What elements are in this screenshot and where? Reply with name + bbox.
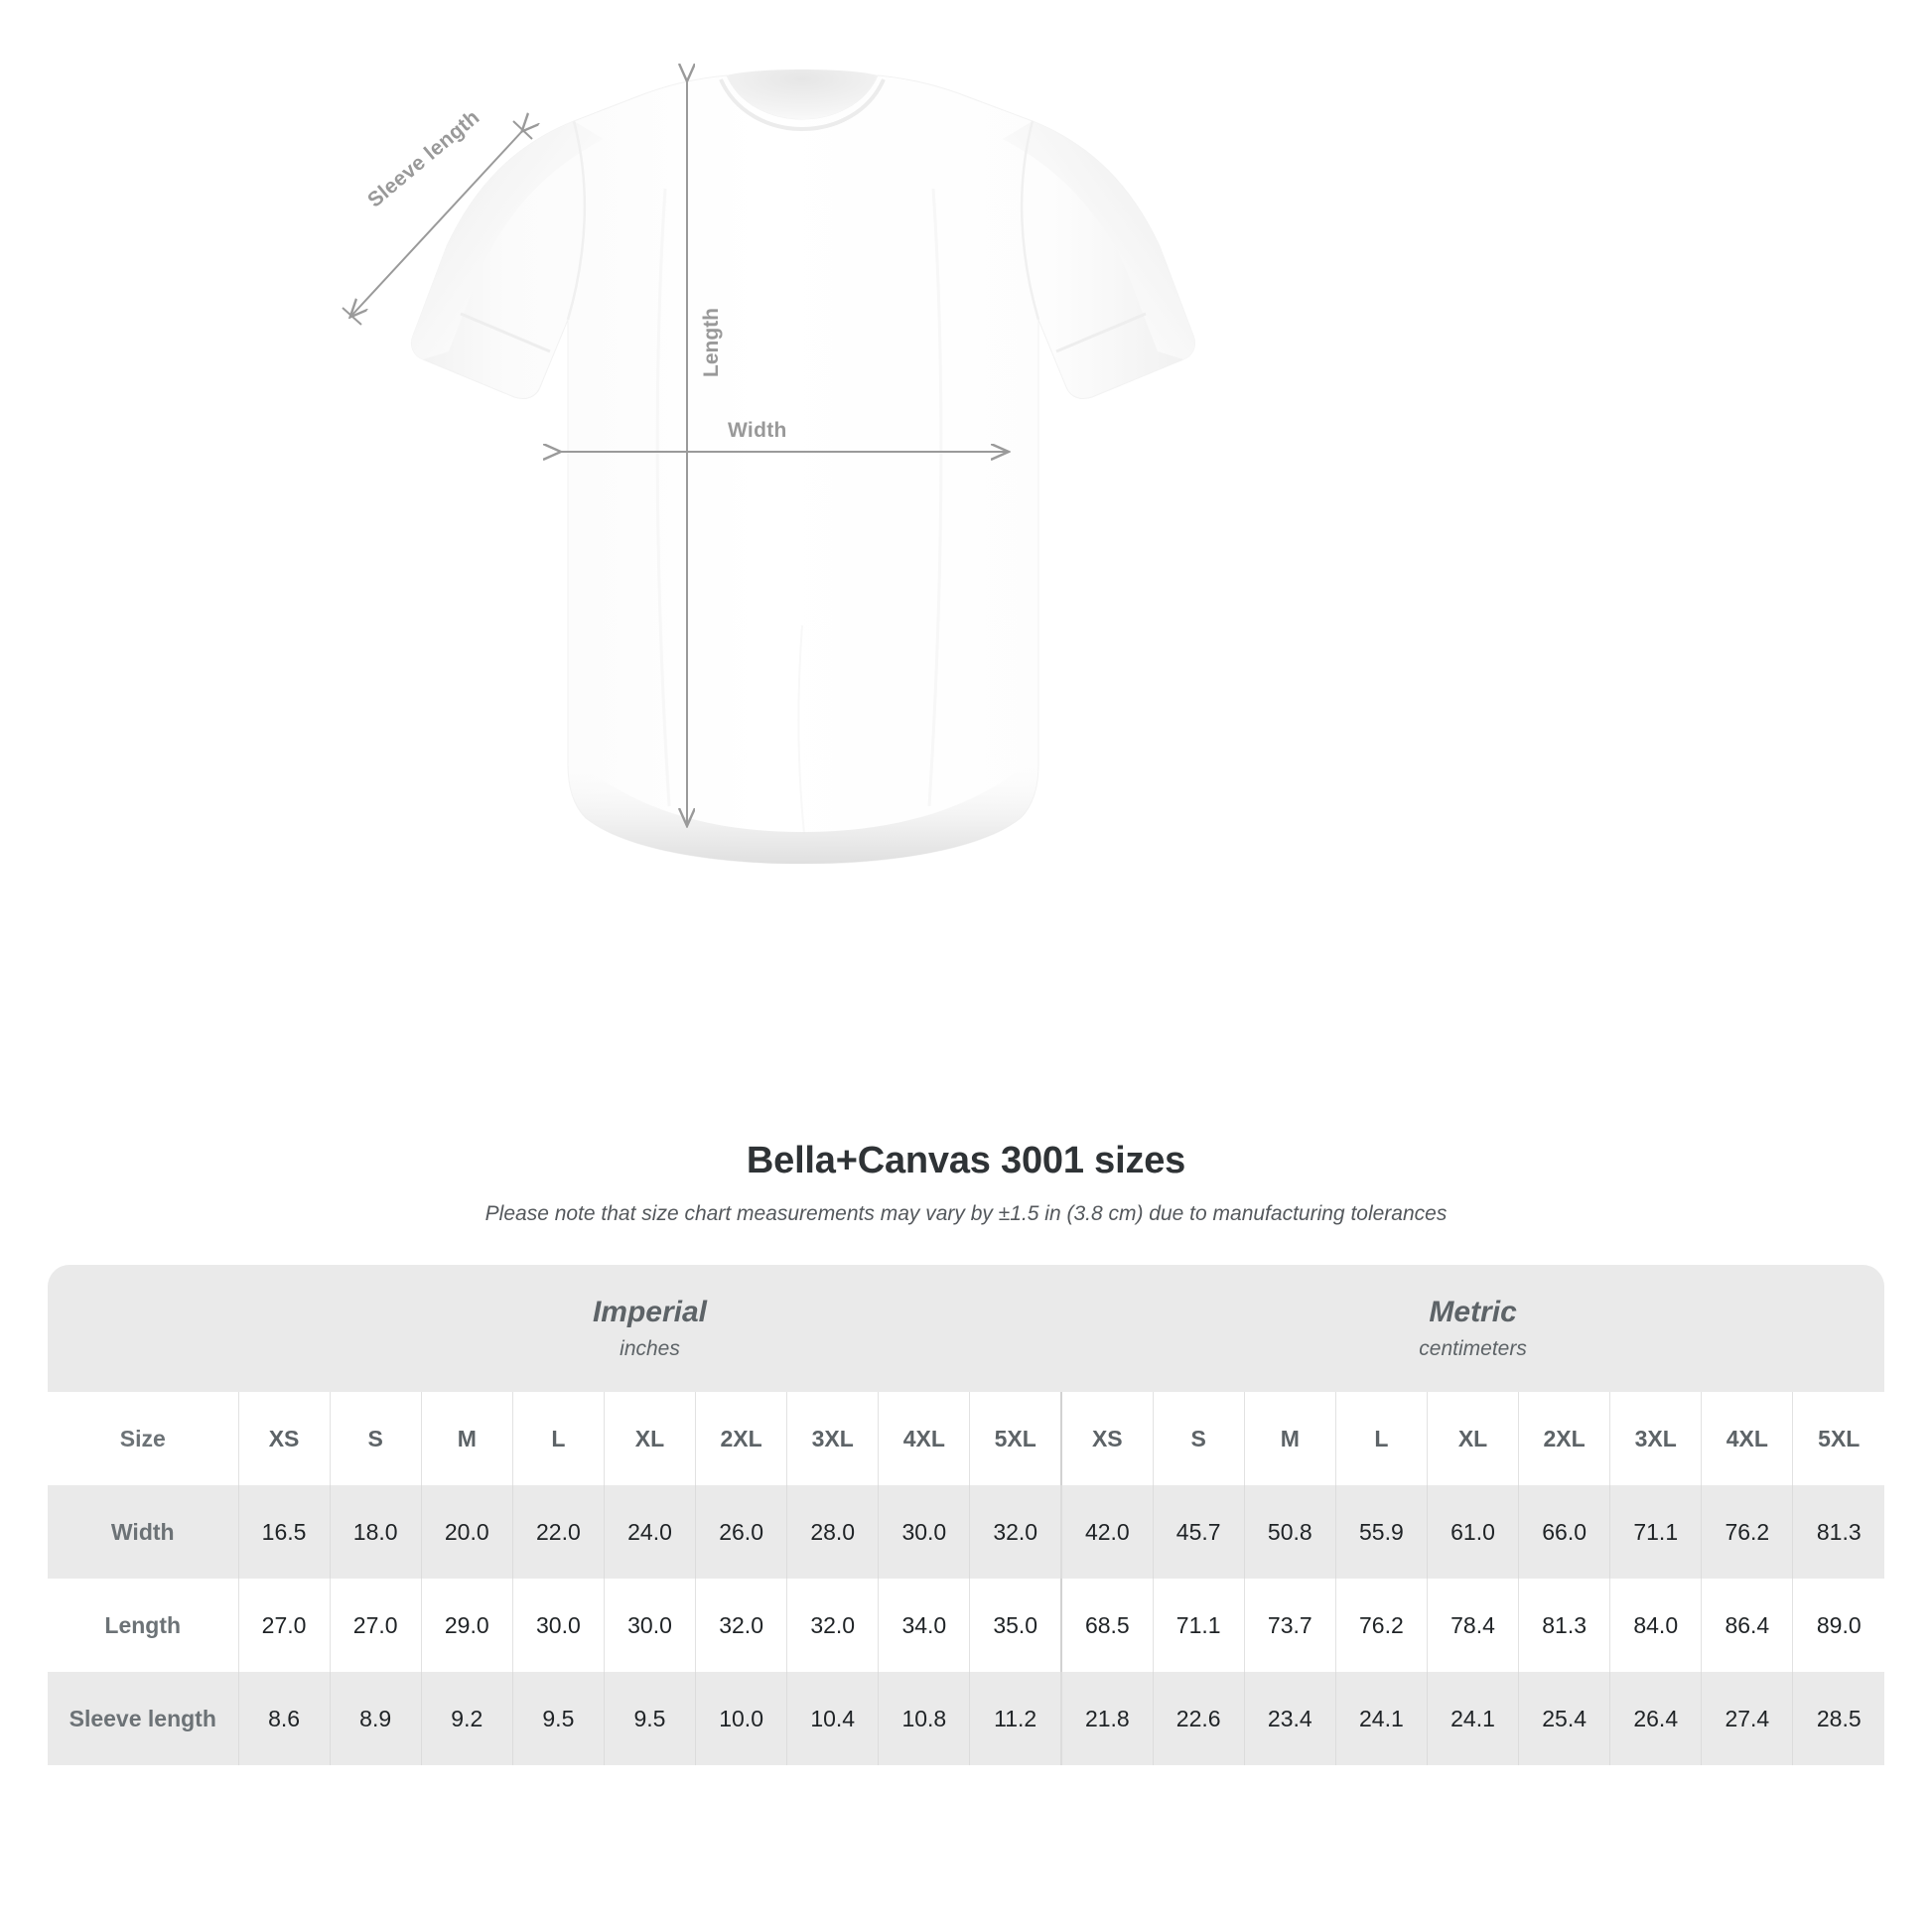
measurement-cell: 10.0: [695, 1672, 787, 1765]
measurement-cell: 30.0: [511, 1579, 605, 1672]
unit-name: Metric: [1429, 1296, 1517, 1328]
measurement-cell: 78.4: [1426, 1579, 1519, 1672]
measurement-cell: 27.0: [329, 1579, 422, 1672]
size-header-cell: 4XL: [1701, 1392, 1793, 1485]
size-header-cell: XS: [1060, 1392, 1154, 1485]
measurement-cell: 61.0: [1426, 1485, 1519, 1579]
size-header-cell: 3XL: [1609, 1392, 1702, 1485]
row-header-width: Width: [48, 1485, 238, 1579]
unit-header-metric: Metric centimeters: [1061, 1265, 1885, 1392]
measurement-cell: 11.2: [969, 1672, 1062, 1765]
measurement-cell: 32.0: [695, 1579, 787, 1672]
measurement-cell: 24.0: [603, 1485, 696, 1579]
measurement-cell: 32.0: [969, 1485, 1062, 1579]
size-header-cell: L: [1334, 1392, 1428, 1485]
measurement-cell: 26.4: [1609, 1672, 1702, 1765]
measurement-cell: 81.3: [1518, 1579, 1610, 1672]
measurement-cell: 81.3: [1792, 1485, 1885, 1579]
measurement-cell: 24.1: [1426, 1672, 1519, 1765]
measurement-cell: 24.1: [1334, 1672, 1428, 1765]
measurement-cell: 71.1: [1152, 1579, 1245, 1672]
table-row: Sleeve length 8.6 8.9 9.2 9.5 9.5 10.0 10.4 10.8…: [48, 1672, 1885, 1765]
measurement-cell: 9.5: [511, 1672, 605, 1765]
measurement-cell: 9.5: [603, 1672, 696, 1765]
unit-header-row: Imperial inches Metric centimeters: [48, 1265, 1885, 1392]
measurement-cell: 20.0: [420, 1485, 513, 1579]
size-header-cell: 3XL: [786, 1392, 879, 1485]
measurement-cell: 22.6: [1152, 1672, 1245, 1765]
size-header-cell: 5XL: [969, 1392, 1062, 1485]
size-header-cell: S: [329, 1392, 422, 1485]
size-table-container: Imperial inches Metric centimeters Size XS S M L…: [48, 1265, 1885, 1765]
measurement-cell: 27.4: [1701, 1672, 1793, 1765]
width-label: Width: [728, 419, 787, 442]
tolerance-note: Please note that size chart measurements…: [484, 1202, 1448, 1225]
tshirt-shape: [410, 69, 1196, 864]
size-table: Imperial inches Metric centimeters Size XS S M L…: [48, 1265, 1885, 1765]
size-header-cell: M: [1243, 1392, 1336, 1485]
table-row: Length 27.0 27.0 29.0 30.0 30.0 32.0 32.0 34.0 35…: [48, 1579, 1885, 1672]
size-header-cell: 2XL: [1518, 1392, 1610, 1485]
measurement-cell: 10.8: [878, 1672, 970, 1765]
size-header-cell: S: [1152, 1392, 1245, 1485]
tshirt-illustration: [338, 69, 1201, 864]
size-header-cell: XL: [603, 1392, 696, 1485]
row-header-length: Length: [48, 1579, 238, 1672]
measurement-cell: 26.0: [695, 1485, 787, 1579]
measurement-cell: 16.5: [237, 1485, 331, 1579]
measurement-cell: 71.1: [1609, 1485, 1702, 1579]
measurement-cell: 30.0: [878, 1485, 970, 1579]
unit-subtitle: centimeters: [1419, 1337, 1527, 1360]
unit-name: Imperial: [592, 1296, 708, 1328]
size-header-row: Size XS S M L XL 2XL 3XL 4XL 5XL XS S M L XL 2XL 3XL 4XL 5…: [48, 1392, 1885, 1485]
measurement-cell: 50.8: [1243, 1485, 1336, 1579]
size-header-cell: M: [420, 1392, 513, 1485]
row-header-sleeve-length: Sleeve length: [48, 1672, 238, 1765]
size-header-cell: L: [511, 1392, 605, 1485]
measurement-cell: 35.0: [969, 1579, 1062, 1672]
measurement-cell: 84.0: [1609, 1579, 1702, 1672]
unit-header-imperial: Imperial inches: [238, 1265, 1062, 1392]
unit-subtitle: inches: [620, 1337, 680, 1360]
measurement-cell: 42.0: [1060, 1485, 1154, 1579]
measurement-cell: 29.0: [420, 1579, 513, 1672]
measurement-cell: 45.7: [1152, 1485, 1245, 1579]
measurement-cell: 23.4: [1243, 1672, 1336, 1765]
measurement-cell: 86.4: [1701, 1579, 1793, 1672]
page-title: Bella+Canvas 3001 sizes: [746, 1140, 1186, 1181]
measurement-cell: 25.4: [1518, 1672, 1610, 1765]
size-header-cell: 4XL: [878, 1392, 970, 1485]
measurement-cell: 55.9: [1334, 1485, 1428, 1579]
measurement-cell: 34.0: [878, 1579, 970, 1672]
length-label: Length: [700, 308, 723, 377]
size-header-cell: 5XL: [1792, 1392, 1885, 1485]
measurement-cell: 76.2: [1334, 1579, 1428, 1672]
measurement-cell: 8.9: [329, 1672, 422, 1765]
measurement-cell: 21.8: [1060, 1672, 1154, 1765]
measurement-cell: 66.0: [1518, 1485, 1610, 1579]
size-header-cell: XL: [1426, 1392, 1519, 1485]
length-label-wrapper: Length: [695, 288, 729, 397]
measurement-cell: 10.4: [786, 1672, 879, 1765]
measurement-cell: 22.0: [511, 1485, 605, 1579]
measurement-cell: 8.6: [237, 1672, 331, 1765]
measurement-cell: 68.5: [1060, 1579, 1154, 1672]
row-header-size: Size: [48, 1392, 238, 1485]
measurement-cell: 28.0: [786, 1485, 879, 1579]
measurement-cell: 76.2: [1701, 1485, 1793, 1579]
measurement-cell: 28.5: [1792, 1672, 1885, 1765]
measurement-cell: 18.0: [329, 1485, 422, 1579]
size-header-cell: XS: [237, 1392, 331, 1485]
garment-diagram: Sleeve length Length Width: [338, 0, 1201, 864]
measurement-cell: 89.0: [1792, 1579, 1885, 1672]
measurement-cell: 73.7: [1243, 1579, 1336, 1672]
measurement-cell: 9.2: [420, 1672, 513, 1765]
measurement-cell: 32.0: [786, 1579, 879, 1672]
measurement-cell: 30.0: [603, 1579, 696, 1672]
measurement-cell: 27.0: [237, 1579, 331, 1672]
size-header-cell: 2XL: [695, 1392, 787, 1485]
table-row: Width 16.5 18.0 20.0 22.0 24.0 26.0 28.0 30.0 32.…: [48, 1485, 1885, 1579]
unit-header-spacer: [48, 1265, 238, 1392]
